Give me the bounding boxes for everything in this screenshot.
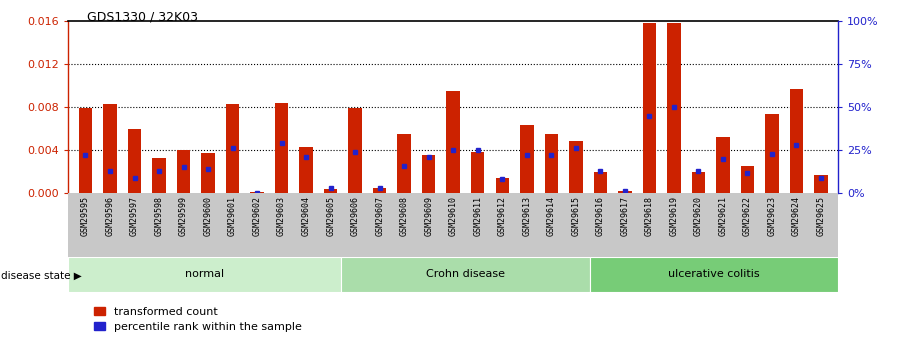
Bar xyxy=(177,150,190,193)
Text: disease state ▶: disease state ▶ xyxy=(1,271,82,281)
Text: GSM29618: GSM29618 xyxy=(645,196,654,236)
Text: GSM29623: GSM29623 xyxy=(767,196,776,236)
Bar xyxy=(226,104,240,193)
Bar xyxy=(446,91,460,193)
Text: GSM29611: GSM29611 xyxy=(473,196,482,236)
Text: GSM29602: GSM29602 xyxy=(252,196,261,236)
Bar xyxy=(618,191,631,193)
Text: GSM29609: GSM29609 xyxy=(425,196,434,236)
Text: GSM29617: GSM29617 xyxy=(620,196,630,236)
Bar xyxy=(152,158,166,193)
Bar xyxy=(373,188,386,193)
Bar xyxy=(300,147,312,193)
Bar xyxy=(251,192,264,193)
Bar xyxy=(642,23,656,193)
Bar xyxy=(68,257,342,292)
Text: GSM29605: GSM29605 xyxy=(326,196,335,236)
Bar xyxy=(348,108,362,193)
Text: GSM29610: GSM29610 xyxy=(449,196,457,236)
Text: GSM29597: GSM29597 xyxy=(130,196,139,236)
Text: GSM29616: GSM29616 xyxy=(596,196,605,236)
Bar xyxy=(103,104,117,193)
Text: GSM29608: GSM29608 xyxy=(400,196,409,236)
Text: GSM29613: GSM29613 xyxy=(522,196,531,236)
Text: GSM29603: GSM29603 xyxy=(277,196,286,236)
Bar xyxy=(397,134,411,193)
Bar xyxy=(471,152,485,193)
Text: GSM29624: GSM29624 xyxy=(792,196,801,236)
Text: GSM29607: GSM29607 xyxy=(375,196,384,236)
Bar xyxy=(790,89,804,193)
Bar xyxy=(594,171,607,193)
Bar xyxy=(545,134,558,193)
Text: GSM29625: GSM29625 xyxy=(816,196,825,236)
Bar xyxy=(128,128,141,193)
Bar xyxy=(201,153,215,193)
Text: GSM29601: GSM29601 xyxy=(228,196,237,236)
Bar xyxy=(275,103,289,193)
Text: Crohn disease: Crohn disease xyxy=(426,269,505,279)
Text: GSM29604: GSM29604 xyxy=(302,196,311,236)
Bar xyxy=(324,189,337,193)
Legend: transformed count, percentile rank within the sample: transformed count, percentile rank withi… xyxy=(89,302,306,337)
Text: normal: normal xyxy=(185,269,224,279)
Bar xyxy=(667,23,681,193)
Bar xyxy=(422,156,435,193)
Text: GSM29612: GSM29612 xyxy=(497,196,507,236)
Bar xyxy=(814,175,828,193)
Text: GSM29622: GSM29622 xyxy=(742,196,752,236)
Bar xyxy=(342,257,589,292)
Text: GSM29620: GSM29620 xyxy=(694,196,703,236)
Bar xyxy=(589,257,838,292)
Text: GSM29599: GSM29599 xyxy=(179,196,188,236)
Text: GSM29614: GSM29614 xyxy=(547,196,556,236)
Text: ulcerative colitis: ulcerative colitis xyxy=(668,269,760,279)
Text: GSM29615: GSM29615 xyxy=(571,196,580,236)
Bar xyxy=(741,166,754,193)
Text: GSM29600: GSM29600 xyxy=(203,196,212,236)
Bar xyxy=(716,137,730,193)
Bar xyxy=(520,125,534,193)
Bar xyxy=(496,178,509,193)
Text: GSM29596: GSM29596 xyxy=(106,196,115,236)
Text: GSM29606: GSM29606 xyxy=(351,196,360,236)
Text: GSM29598: GSM29598 xyxy=(155,196,164,236)
Text: GSM29595: GSM29595 xyxy=(81,196,90,236)
Bar xyxy=(569,141,582,193)
Bar xyxy=(78,108,92,193)
Text: GSM29621: GSM29621 xyxy=(719,196,727,236)
Text: GSM29619: GSM29619 xyxy=(670,196,679,236)
Text: GDS1330 / 32K03: GDS1330 / 32K03 xyxy=(87,10,198,23)
Bar xyxy=(765,115,779,193)
Bar xyxy=(691,171,705,193)
